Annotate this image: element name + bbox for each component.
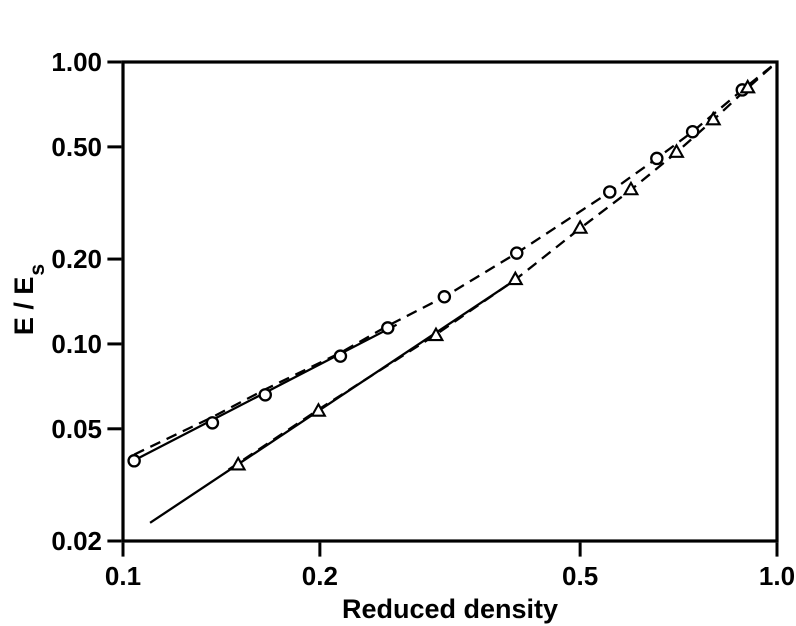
y-tick-label: 0.10 xyxy=(51,329,102,359)
circle-marker xyxy=(258,388,272,402)
x-axis-title: Reduced density xyxy=(341,594,559,624)
y-tick-label: 1.00 xyxy=(51,47,102,77)
y-axis-title-main: E / E xyxy=(8,276,39,336)
triangle-marker xyxy=(668,143,685,158)
x-tick-label: 0.2 xyxy=(302,561,338,591)
y-axis-title: E / Es xyxy=(8,264,49,336)
y-axis-title-subscript: s xyxy=(26,263,50,276)
circle-marker xyxy=(603,185,617,199)
triangle-marker xyxy=(427,326,445,342)
circle-series-dashed-line xyxy=(133,61,778,456)
circle-marker xyxy=(381,321,395,335)
y-tick-label: 0.20 xyxy=(51,244,102,274)
triangle-marker xyxy=(622,180,640,196)
y-tick-label: 0.05 xyxy=(51,414,102,444)
triangle-marker xyxy=(229,455,247,471)
triangle-marker xyxy=(705,110,722,126)
triangle-marker xyxy=(739,78,756,94)
y-tick-label: 0.50 xyxy=(51,132,102,162)
circle-marker xyxy=(333,349,348,363)
triangle-marker xyxy=(507,270,524,286)
x-tick-label: 0.5 xyxy=(562,561,598,591)
circle-marker xyxy=(127,454,141,468)
circle-marker xyxy=(685,124,700,139)
x-tick-label: 0.1 xyxy=(105,561,141,591)
circle-marker xyxy=(205,416,220,430)
triangle-marker xyxy=(310,402,327,417)
circle-marker xyxy=(437,290,452,304)
triangle-marker xyxy=(571,219,589,234)
x-tick-label: 1.0 xyxy=(759,561,795,591)
plot-frame xyxy=(121,60,779,543)
circle-marker xyxy=(650,151,664,166)
y-tick-label: 0.02 xyxy=(51,526,102,556)
triangle-series-dashed-line xyxy=(227,61,778,471)
circle-marker xyxy=(509,246,524,260)
